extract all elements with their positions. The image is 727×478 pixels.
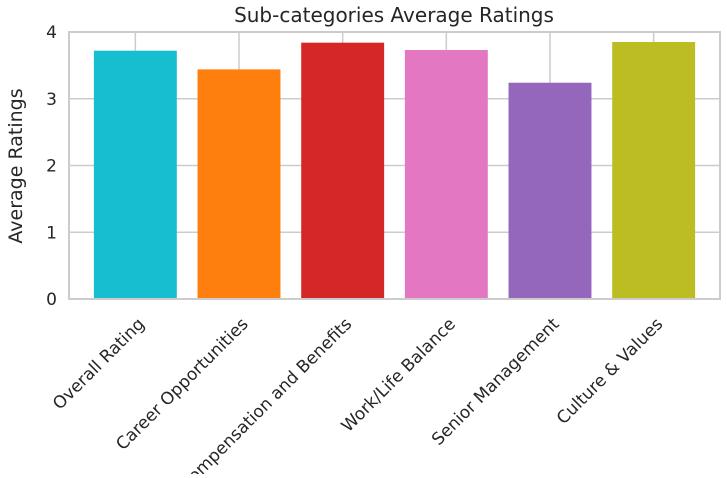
bar — [612, 42, 696, 299]
bar — [93, 50, 177, 299]
x-tick-label: Work/Life Balance — [338, 314, 460, 436]
plot-frame — [68, 31, 721, 300]
x-tick-label: Culture & Values — [553, 314, 667, 428]
y-axis-label: Average Ratings — [5, 88, 27, 243]
y-tick-label: 1 — [46, 223, 57, 243]
y-tick-label: 4 — [46, 23, 57, 43]
y-tick-label: 0 — [46, 290, 57, 310]
bars — [93, 42, 696, 300]
x-tick-label: Overall Rating — [49, 314, 149, 414]
bar — [404, 50, 488, 300]
plot-border — [68, 31, 721, 300]
bar — [197, 69, 281, 299]
x-tick-label: Compensation and Benefits — [176, 314, 356, 474]
bar — [508, 82, 592, 299]
bar — [301, 42, 385, 300]
y-tick-label: 3 — [46, 90, 57, 110]
y-tick-label: 2 — [46, 157, 57, 177]
y-tick-labels: 0 1 2 3 4 — [46, 23, 57, 310]
chart-title: Sub-categories Average Ratings — [234, 3, 554, 27]
